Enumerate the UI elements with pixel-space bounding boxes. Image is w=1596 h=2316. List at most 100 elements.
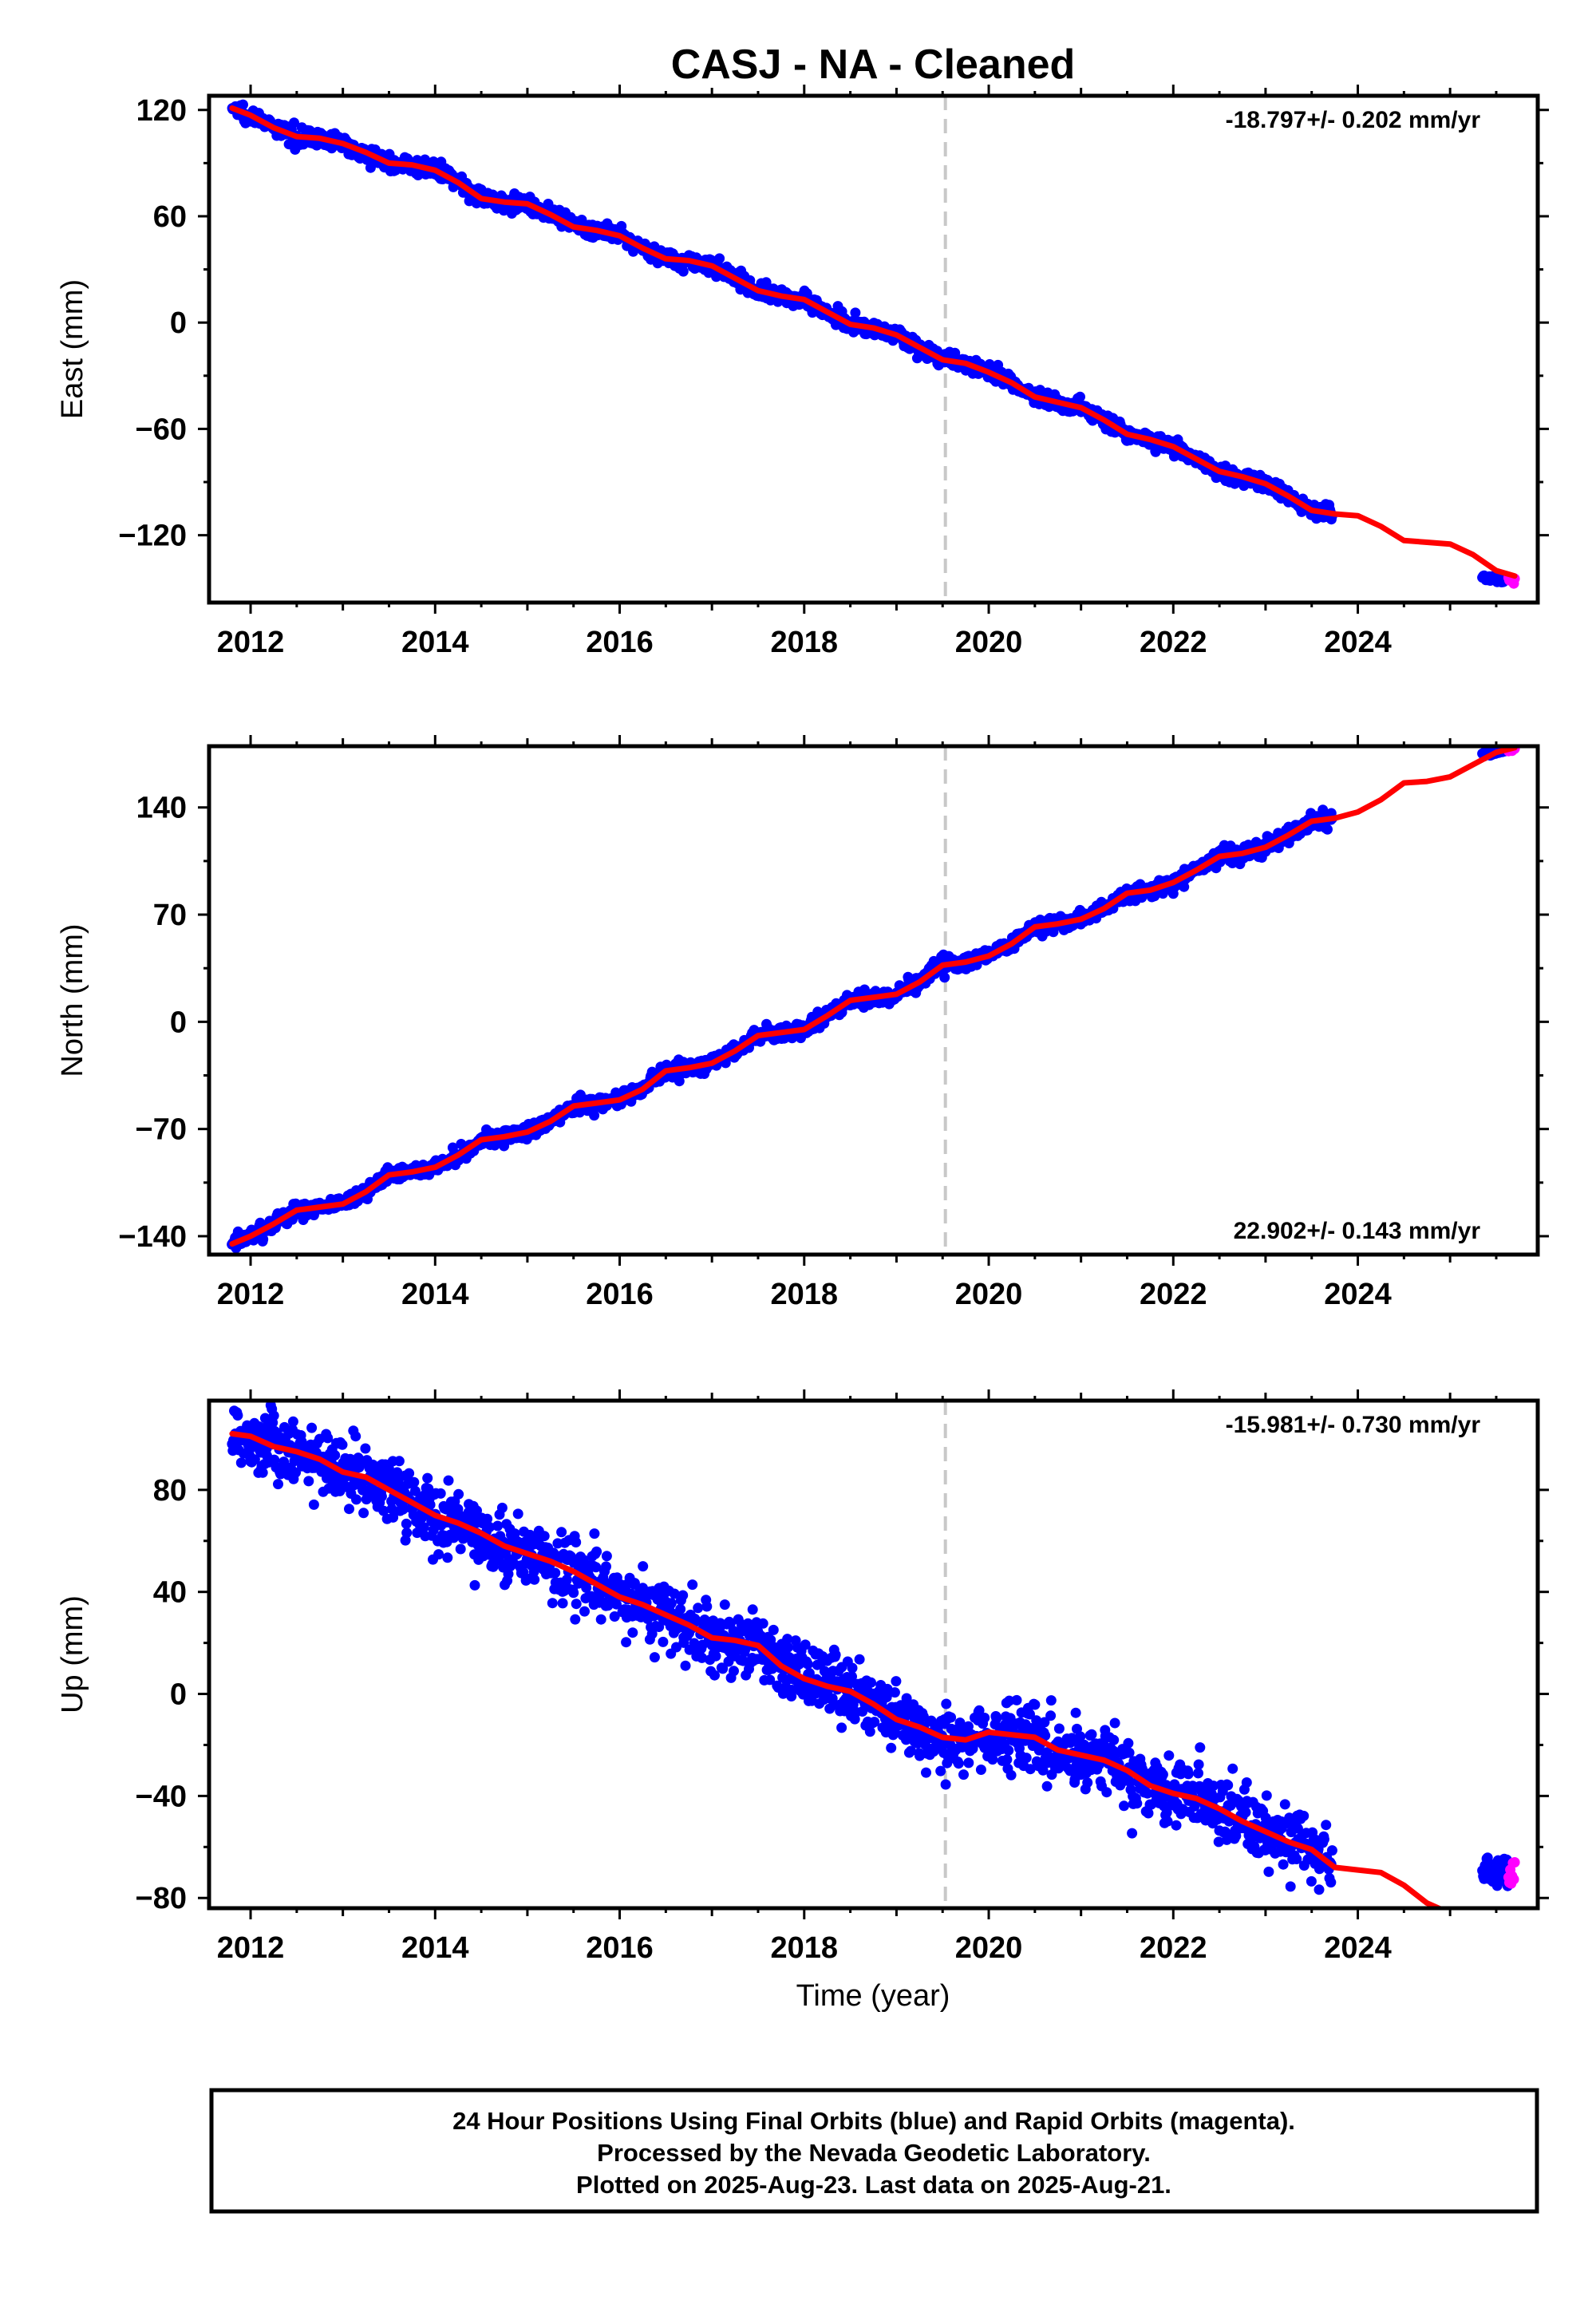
final-orbit-point: [979, 1713, 990, 1723]
final-orbit-point: [1037, 1765, 1049, 1776]
final-orbit-point: [365, 162, 376, 173]
final-orbit-point: [1082, 1777, 1093, 1788]
final-orbit-point: [693, 1603, 704, 1614]
x-tick-label: 2018: [771, 1278, 839, 1311]
final-orbit-point: [678, 266, 689, 277]
final-orbit-point: [675, 1603, 686, 1614]
final-orbit-point: [697, 1652, 708, 1663]
final-orbit-point: [850, 307, 861, 318]
final-orbit-point: [725, 1618, 736, 1629]
final-orbit-point: [847, 1671, 857, 1682]
final-orbit-point: [496, 1502, 508, 1513]
final-orbit-point: [455, 1543, 466, 1555]
x-tick-label: 2012: [217, 626, 285, 659]
final-orbit-point: [232, 1410, 243, 1421]
up-panel: 2012 2014 2016 2018 2020 2022 202480400−40−80U…: [56, 1389, 1549, 1965]
final-orbit-point: [854, 1654, 865, 1665]
final-orbit-point: [857, 1706, 868, 1717]
final-orbit-point: [388, 1512, 399, 1523]
final-orbit-point: [901, 1693, 912, 1704]
final-orbit-point: [905, 1745, 916, 1757]
final-orbit-point: [258, 1234, 269, 1245]
y-tick-label: −120: [118, 520, 187, 553]
final-orbit-point: [492, 1520, 504, 1531]
final-orbit-point: [303, 1476, 314, 1487]
final-orbit-point: [1075, 391, 1085, 402]
final-orbit-point: [1025, 1764, 1036, 1775]
x-tick-label: 2020: [955, 626, 1023, 659]
final-orbit-point: [714, 253, 725, 264]
y-tick-label: 120: [136, 94, 187, 128]
final-orbit-point: [503, 1568, 514, 1579]
final-orbit-point: [669, 1588, 680, 1599]
x-tick-label: 2024: [1324, 626, 1392, 659]
figure-title: CASJ - NA - Cleaned: [671, 41, 1076, 88]
final-orbit-point: [398, 1503, 409, 1514]
final-orbit-point: [275, 1468, 286, 1480]
final-orbit-point: [509, 1528, 520, 1539]
y-tick-label: 70: [153, 899, 187, 932]
final-orbit-point: [453, 1488, 464, 1500]
final-orbit-point: [601, 1561, 611, 1572]
final-orbit-point: [1053, 1723, 1065, 1734]
final-orbit-point: [393, 1456, 405, 1467]
final-orbit-point: [330, 1450, 341, 1460]
final-orbit-point: [557, 1598, 568, 1609]
final-orbit-point: [1045, 1710, 1057, 1721]
final-orbit-point: [1039, 1717, 1050, 1728]
y-tick-label: 140: [136, 792, 187, 825]
final-orbit-point: [539, 1531, 550, 1542]
x-tick-label: 2014: [401, 626, 469, 659]
final-orbit-point: [386, 1504, 397, 1515]
final-orbit-point: [484, 1522, 495, 1532]
final-orbit-point: [941, 1698, 952, 1709]
plot-area: [227, 96, 1520, 603]
final-orbit-point: [360, 1443, 371, 1454]
final-orbit-point: [257, 1467, 268, 1478]
final-orbit-point: [783, 1642, 793, 1653]
final-orbit-point: [864, 1726, 875, 1737]
final-orbit-point: [289, 117, 299, 128]
final-orbit-point: [322, 1433, 334, 1444]
final-orbit-point: [1041, 1780, 1053, 1792]
final-orbit-point: [678, 1590, 689, 1601]
final-orbit-point: [306, 1422, 318, 1433]
final-orbit-point: [886, 1742, 897, 1753]
final-orbit-point: [579, 1606, 590, 1617]
x-tick-label: 2022: [1140, 626, 1207, 659]
final-orbit-point: [627, 1627, 638, 1638]
final-orbit-point: [747, 1604, 758, 1615]
model-fit-line: [229, 105, 1518, 579]
final-orbit-point: [435, 1488, 446, 1499]
final-orbit-point: [571, 1599, 582, 1610]
final-orbit-point: [273, 1479, 283, 1490]
final-orbit-point: [561, 1574, 572, 1585]
final-orbit-point: [268, 1410, 279, 1421]
final-orbit-point: [709, 1670, 720, 1681]
velocity-annotation: -18.797+/- 0.202 mm/yr: [1226, 107, 1481, 133]
plot-area: [227, 1401, 1520, 1908]
final-orbit-point: [443, 1475, 454, 1486]
final-orbit-point: [921, 1767, 931, 1778]
final-orbit-point: [757, 1618, 768, 1629]
final-orbit-point: [1005, 1769, 1017, 1780]
final-orbit-point: [570, 1614, 581, 1625]
final-orbit-point: [1070, 1707, 1081, 1718]
final-orbit-point: [350, 1431, 361, 1442]
final-orbit-point: [547, 1598, 558, 1609]
final-orbit-point: [472, 1505, 482, 1516]
final-orbit-point: [658, 1636, 669, 1647]
final-orbit-point: [401, 1528, 413, 1539]
final-orbit-point: [589, 1110, 600, 1121]
final-orbit-point: [963, 1757, 974, 1769]
final-orbit-point: [621, 1637, 632, 1648]
final-orbit-point: [550, 1567, 561, 1579]
final-orbit-point: [518, 1567, 529, 1578]
final-orbit-point: [782, 1634, 793, 1645]
plot-frame: [207, 744, 1540, 1257]
final-orbit-point: [238, 99, 248, 110]
x-tick-label: 2016: [586, 1278, 654, 1311]
final-orbit-point: [601, 1551, 612, 1562]
final-orbit-point: [1029, 1699, 1041, 1710]
final-orbit-point: [512, 1508, 523, 1520]
